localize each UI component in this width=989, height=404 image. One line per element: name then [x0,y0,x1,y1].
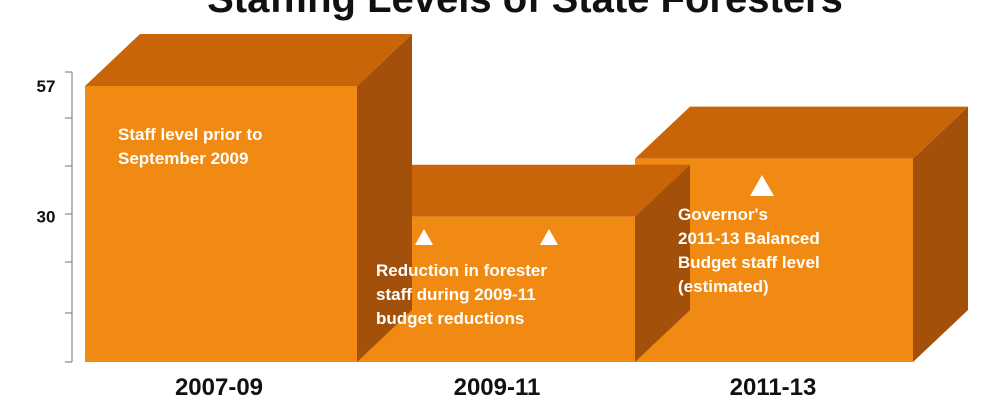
chart-title: Staffing Levels of State Foresters [207,0,843,21]
bar-front-face [85,86,357,362]
y-tick-label: 30 [37,208,56,227]
arrow-up-icon [415,229,433,245]
x-axis-labels: 2007-09 2009-11 2011-13 [175,374,816,401]
bar-side-face [357,34,412,362]
annotations: Staff level prior to September 2009 Reduct… [118,125,820,328]
bar-2007-09 [85,34,412,362]
annotation-line: staff during 2009-11 [376,285,536,304]
annotation-line: Governor's [678,205,768,224]
annotation-line: budget reductions [376,309,524,328]
arrow-up-icon [540,229,558,245]
category-label: 2011-13 [730,374,817,401]
annotation-line: (estimated) [678,277,769,296]
bar-side-face [913,106,968,362]
annotation-line: Budget staff level [678,253,820,272]
annotation-line: Reduction in forester [376,261,547,280]
arrow-up-icon [750,175,774,196]
category-label: 2007-09 [175,374,263,401]
bars-layer [85,34,968,362]
bar-side-face [635,164,690,362]
bar-top-face [635,106,968,159]
y-tick-label: 57 [37,77,56,96]
y-axis: 57 30 [37,71,73,363]
bar-top-face [85,34,412,86]
annotation-line: Staff level prior to [118,125,263,144]
bar-top-face [357,164,690,217]
category-label: 2009-11 [454,374,541,401]
annotation-line: September 2009 [118,149,248,168]
annotation-line: 2011-13 Balanced [678,229,820,248]
